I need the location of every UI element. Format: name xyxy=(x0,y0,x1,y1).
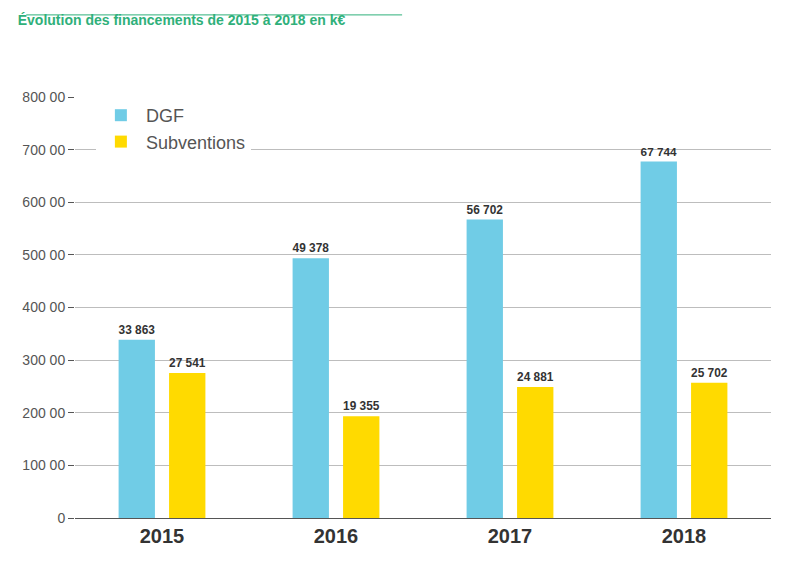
svg-text:2015: 2015 xyxy=(140,525,185,547)
svg-text:49 378: 49 378 xyxy=(293,241,330,255)
svg-text:2017: 2017 xyxy=(488,525,533,547)
svg-text:300 00: 300 00 xyxy=(22,352,65,368)
svg-text:800 00: 800 00 xyxy=(22,89,65,105)
svg-text:700 00: 700 00 xyxy=(22,142,65,158)
svg-text:2018: 2018 xyxy=(662,525,707,547)
svg-text:27 541: 27 541 xyxy=(169,356,206,370)
svg-text:33 863: 33 863 xyxy=(119,323,156,337)
svg-text:200 00: 200 00 xyxy=(22,405,65,421)
svg-text:25 702: 25 702 xyxy=(691,366,728,380)
svg-text:24 881: 24 881 xyxy=(517,370,554,384)
svg-text:Subventions: Subventions xyxy=(146,133,245,153)
svg-text:19 355: 19 355 xyxy=(343,399,380,413)
svg-text:2016: 2016 xyxy=(314,525,359,547)
svg-text:56 702: 56 702 xyxy=(467,203,504,217)
svg-text:67 744: 67 744 xyxy=(641,145,677,158)
svg-text:100 00: 100 00 xyxy=(22,457,65,473)
svg-text:DGF: DGF xyxy=(146,106,184,126)
svg-text:600 00: 600 00 xyxy=(22,194,65,210)
svg-text:500 00: 500 00 xyxy=(22,247,65,263)
svg-text:Évolution des financements de: Évolution des financements de 2015 à 201… xyxy=(18,12,346,28)
svg-text:0: 0 xyxy=(57,510,65,526)
svg-text:400 00: 400 00 xyxy=(22,299,65,315)
